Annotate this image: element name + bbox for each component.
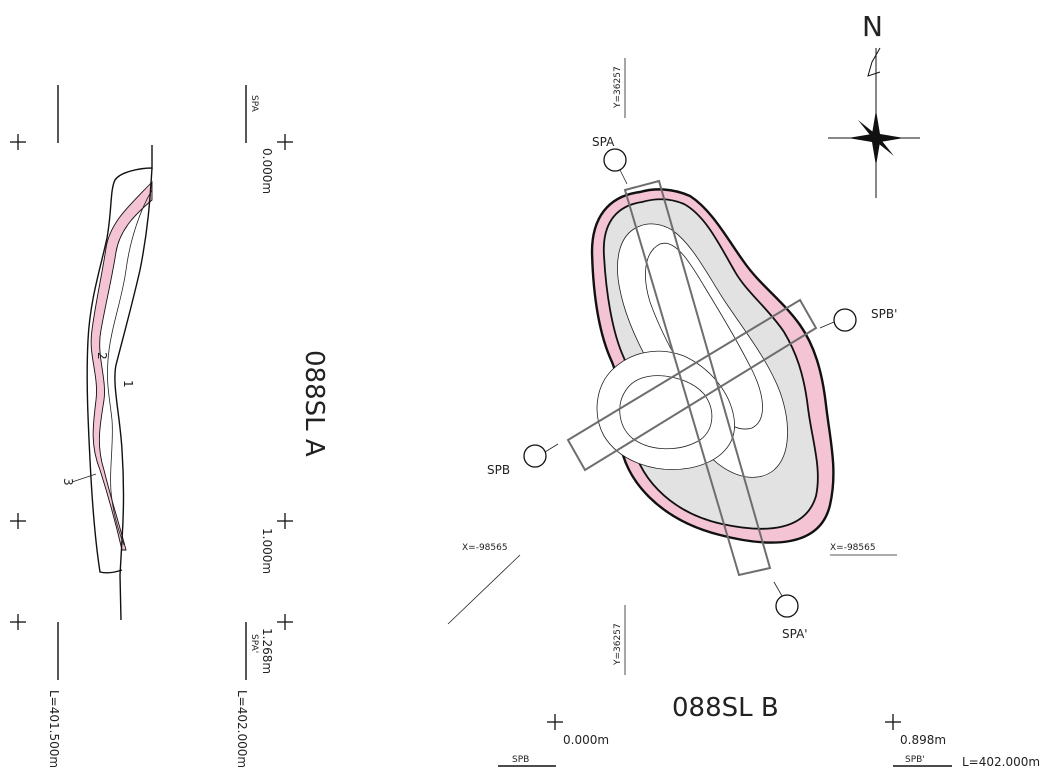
grid-cross bbox=[10, 614, 26, 630]
grid-line bbox=[447, 554, 521, 625]
section-b-start-label: SPB bbox=[512, 755, 529, 765]
north-arrow-icon bbox=[828, 47, 920, 198]
marker-leader bbox=[773, 581, 783, 597]
marker-spa bbox=[603, 148, 627, 172]
grid-cross bbox=[547, 714, 563, 730]
marker-spb-prime bbox=[833, 308, 857, 332]
marker-spb bbox=[523, 444, 547, 468]
section-b: 088SL B 0.000m 0.898m SPB SPB' L=402.000… bbox=[498, 693, 1040, 769]
grid-y-top: Y=36257 bbox=[613, 66, 623, 109]
section-b-title: 088SL B bbox=[672, 693, 779, 723]
section-b-box bbox=[566, 298, 818, 472]
pink-layer-band bbox=[90, 180, 153, 551]
marker-spa-prime-label: SPA' bbox=[782, 627, 808, 641]
section-a-dist-start: 0.000m bbox=[260, 148, 274, 194]
section-b-dist-start: 0.000m bbox=[563, 733, 609, 747]
north-label: N bbox=[862, 10, 883, 43]
profile-outline bbox=[86, 145, 153, 574]
section-a-start-label: SPA bbox=[249, 95, 259, 113]
section-a-box bbox=[623, 179, 772, 577]
section-a-dist-mid: 1.000m bbox=[260, 528, 274, 574]
marker-leader bbox=[619, 169, 628, 185]
inner-contour bbox=[107, 189, 153, 546]
section-a-title: 088SL A bbox=[299, 350, 329, 457]
layer-label: 2 bbox=[95, 352, 109, 360]
section-a: 1 2 3 SPA 0.000m 088SL A 1.000m 1.268m S… bbox=[10, 85, 329, 768]
leader-line bbox=[71, 473, 97, 483]
section-a-dist-end: 1.268m bbox=[260, 628, 274, 674]
grid-cross bbox=[10, 513, 26, 529]
marker-spa-prime bbox=[775, 594, 799, 618]
plan-view: N SPA SPA' SPB bbox=[447, 10, 920, 675]
profile-outline bbox=[114, 167, 153, 621]
grid-cross bbox=[10, 134, 26, 150]
grid-cross bbox=[277, 134, 293, 150]
section-a-level-right: L=402.000m bbox=[235, 690, 249, 768]
grid-cross bbox=[885, 714, 901, 730]
section-b-dist-end: 0.898m bbox=[900, 733, 946, 747]
layer-label: 3 bbox=[61, 478, 75, 486]
inner-contour bbox=[619, 375, 713, 450]
section-b-level: L=402.000m bbox=[962, 755, 1040, 769]
section-b-end-label: SPB' bbox=[905, 755, 925, 765]
marker-leader bbox=[819, 321, 835, 329]
grid-x-left: X=-98565 bbox=[462, 543, 508, 553]
marker-spa-label: SPA bbox=[592, 135, 615, 149]
section-a-end-label: SPA' bbox=[249, 634, 259, 653]
marker-spb-prime-label: SPB' bbox=[871, 307, 897, 321]
grid-y-bottom: Y=36257 bbox=[613, 623, 623, 666]
marker-leader bbox=[544, 443, 559, 453]
section-a-level-left: L=401.500m bbox=[47, 690, 61, 768]
marker-spb-label: SPB bbox=[487, 463, 510, 477]
grid-cross bbox=[277, 513, 293, 529]
grid-x-right: X=-98565 bbox=[830, 543, 876, 553]
grid-cross bbox=[277, 614, 293, 630]
layer-label: 1 bbox=[121, 380, 135, 388]
